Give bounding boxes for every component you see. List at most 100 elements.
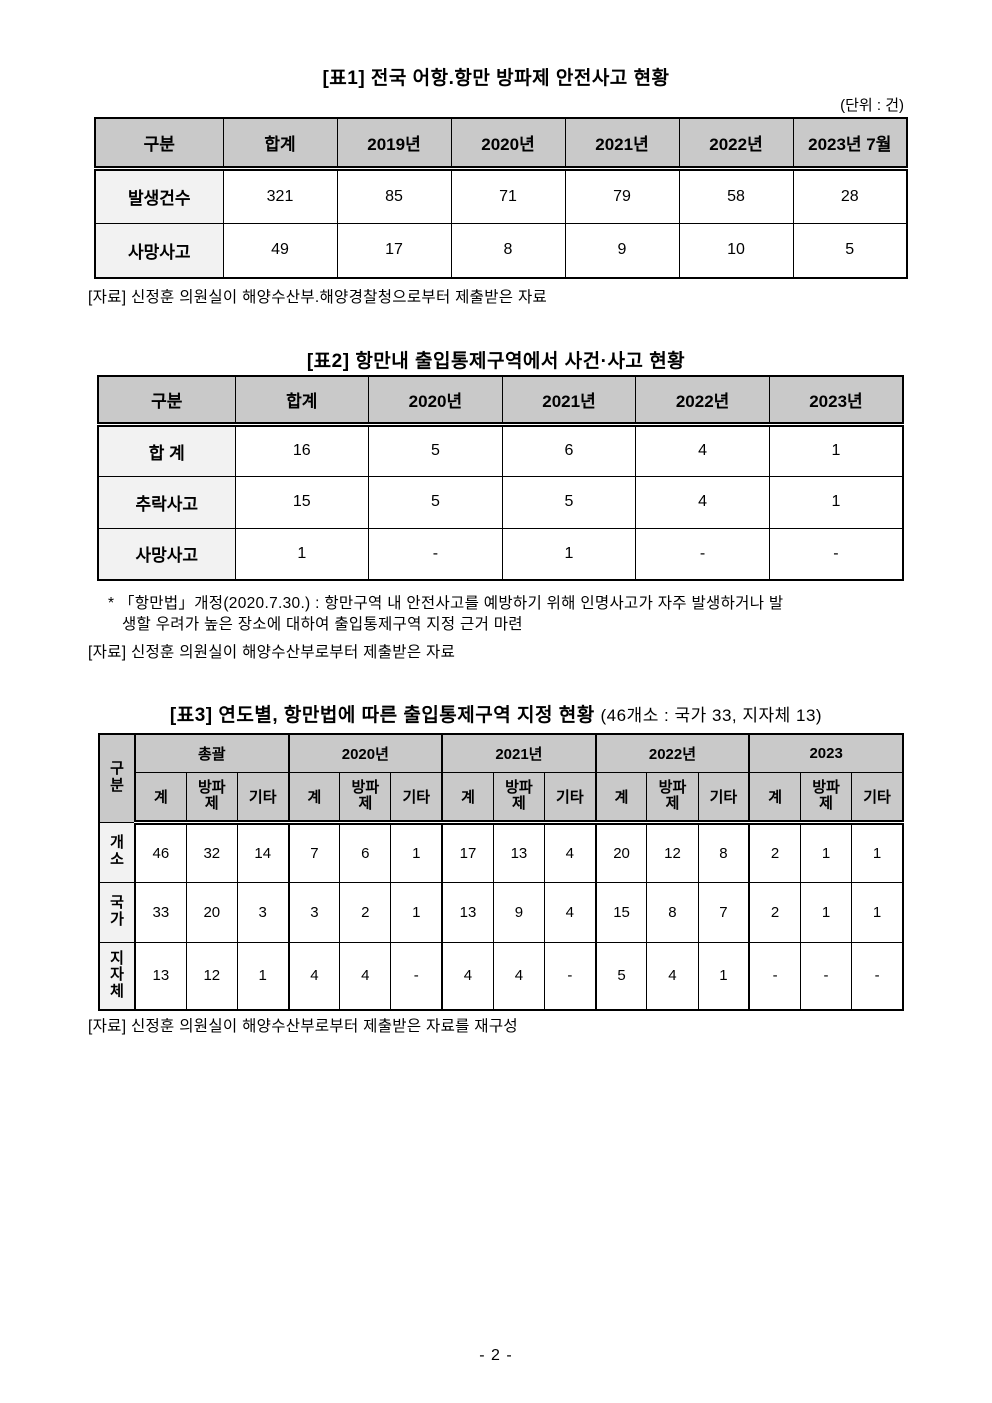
table1-cell: 85 — [336, 167, 452, 224]
table3-sub-header: 방파제 — [799, 771, 853, 825]
table3-group-header: 2021년 — [441, 733, 597, 773]
table3-cell: 1 — [697, 941, 750, 1011]
table3-cell: 2 — [339, 881, 392, 943]
table3-source: [자료] 신정훈 의원실이 해양수산부로부터 제출받은 자료를 재구성 — [88, 1018, 518, 1035]
table1-row: 사망사고 49 17 8 9 10 5 — [94, 222, 908, 279]
table1-column-header: 2022년 — [678, 117, 794, 171]
table3-cell: 4 — [543, 821, 597, 883]
table2-cell: 1 — [768, 423, 904, 477]
table3-row: 개소 46 32 14 7 6 1 17 13 4 20 12 8 2 1 1 — [98, 821, 904, 883]
table1-cell: 17 — [336, 222, 452, 279]
table3-cell: - — [851, 941, 904, 1011]
table3-group-header: 2022년 — [594, 733, 750, 773]
table3-cell: 4 — [339, 941, 392, 1011]
table2-row: 사망사고 1-1- - — [97, 527, 904, 581]
table3-sub-header: 계 — [133, 771, 187, 825]
table1-cell: 49 — [222, 222, 338, 279]
table2-title: [표2] 항만내 출입통제구역에서 사건·사고 현황 — [0, 346, 992, 373]
table1-column-header: 2023년 7월 — [792, 117, 908, 171]
table3-row: 지자체 13 12 1 4 4-4 4-5 4 1- - - — [98, 941, 904, 1011]
table3-corner-label-text: 구분 — [110, 760, 124, 795]
table2-cell: 1 — [768, 475, 904, 529]
table1-cell: 28 — [792, 167, 908, 224]
table3-sub-header-text: 방파제 — [812, 778, 840, 812]
table1-header-row: 구분 합계 2019년 2020년 2021년 2022년 2023년 7월 — [94, 117, 908, 171]
table3-sub-header: 기타 — [851, 771, 904, 825]
table3-row-label-text: 국가 — [110, 894, 124, 928]
table2-row: 합 계 16 5 6 4 1 — [97, 423, 904, 477]
table2-cell: 5 — [368, 423, 503, 477]
table3-sub-header: 기타 — [697, 771, 750, 825]
table3-cell: 4 — [287, 941, 341, 1011]
table3-cell: 7 — [287, 821, 341, 883]
table3-sub-header: 방파제 — [492, 771, 546, 825]
table2-row: 추락사고 15 5 5 4 1 — [97, 475, 904, 529]
table3-sub-header: 방파제 — [646, 771, 699, 825]
table3-designation-status: 구분 총괄 2020년 2021년 2022년 2023 계 방파제 기타 계 방파제 기타 계 방파제… — [98, 733, 904, 1011]
table3-cell: 1 — [390, 881, 443, 943]
table3-cell: 12 — [646, 821, 699, 883]
table3-sub-header: 방파제 — [339, 771, 392, 825]
table3-body: 개소 46 32 14 7 6 1 17 13 4 20 12 8 2 1 1 국가 33 20 3 3 2 1 13 9 4 15… — [98, 821, 904, 1011]
table1-cell: 10 — [678, 222, 794, 279]
table3-sub-header-text: 방파제 — [658, 778, 687, 812]
table2-footnote: * 「항만법」개정(2020.7.30.) : 항만구역 내 안전사고를 예방하… — [108, 593, 783, 635]
table3-cell: 4 — [543, 881, 597, 943]
table2-cell: - — [768, 527, 904, 581]
table3-cell: - — [543, 941, 597, 1011]
table3-title: [표3] 연도별, 항만법에 따른 출입통제구역 지정 현황 (46개소 : 국… — [0, 700, 992, 727]
table1-title: [표1] 전국 어항.항만 방파제 안전사고 현황 — [0, 63, 992, 90]
table2-cell: - — [635, 527, 770, 581]
table3-row-label-text: 개소 — [110, 834, 124, 868]
table3-cell: 1 — [799, 881, 853, 943]
table3-sub-header: 기타 — [543, 771, 597, 825]
table3-cell: 33 — [133, 881, 187, 943]
table1-column-header: 2021년 — [564, 117, 680, 171]
table1-cell: 79 — [564, 167, 680, 224]
table2-cell: 4 — [635, 475, 770, 529]
table3-cell: 1 — [236, 941, 290, 1011]
table2-row-label: 합 계 — [97, 423, 236, 477]
table3-title-note: (46개소 : 국가 33, 지자체 13) — [600, 706, 822, 725]
footnote-line1: * 「항만법」개정(2020.7.30.) : 항만구역 내 안전사고를 예방하… — [108, 595, 784, 612]
table3-cell: 1 — [851, 821, 904, 883]
table3-sub-header-text: 방파제 — [505, 778, 533, 812]
table3-cell: 32 — [185, 821, 238, 883]
table1-cell: 58 — [678, 167, 794, 224]
table3-cell: - — [799, 941, 853, 1011]
table3-group-header-row: 구분 총괄 2020년 2021년 2022년 2023 — [98, 733, 904, 823]
table3-cell: 7 — [697, 881, 750, 943]
table1-body: 발생건수 321 85 71 79 58 28 사망사고 49 17 8 9 10 5 — [94, 167, 908, 279]
table3-cell: - — [748, 941, 801, 1011]
table2-column-header: 구분 — [97, 375, 236, 427]
table3-row-label: 국가 — [98, 881, 136, 943]
table3-sub-header: 계 — [287, 771, 341, 825]
table1-column-header: 합계 — [222, 117, 338, 171]
table3-cell: 3 — [287, 881, 341, 943]
table1-cell: 321 — [222, 167, 338, 224]
table3-sub-header: 기타 — [390, 771, 443, 825]
table3-cell: 20 — [594, 821, 648, 883]
table3-cell: 6 — [339, 821, 392, 883]
table3-cell: 1 — [390, 821, 443, 883]
table3-sub-header: 계 — [748, 771, 801, 825]
table3-sub-header: 계 — [594, 771, 648, 825]
table2-cell: 16 — [234, 423, 370, 477]
table3-cell: 13 — [492, 821, 546, 883]
table3-corner-label: 구분 — [98, 733, 136, 823]
table2-cell: 6 — [501, 423, 637, 477]
table3-sub-header: 계 — [441, 771, 494, 825]
table2-source: [자료] 신정훈 의원실이 해양수산부로부터 제출받은 자료 — [88, 644, 456, 661]
table1-column-header: 2019년 — [336, 117, 452, 171]
table3-sub-header: 방파제 — [185, 771, 238, 825]
table3-cell: 4 — [441, 941, 494, 1011]
table3-cell: 13 — [441, 881, 494, 943]
table3-cell: 20 — [185, 881, 238, 943]
table3-cell: 2 — [748, 821, 801, 883]
table2-body: 합 계 16 5 6 4 1 추락사고 15 5 5 4 1 사망사고 1-1- - — [97, 423, 904, 581]
table1-column-header: 2020년 — [450, 117, 566, 171]
table2-column-header: 합계 — [234, 375, 370, 427]
table3-cell: 12 — [185, 941, 238, 1011]
table2-column-header: 2022년 — [635, 375, 770, 427]
